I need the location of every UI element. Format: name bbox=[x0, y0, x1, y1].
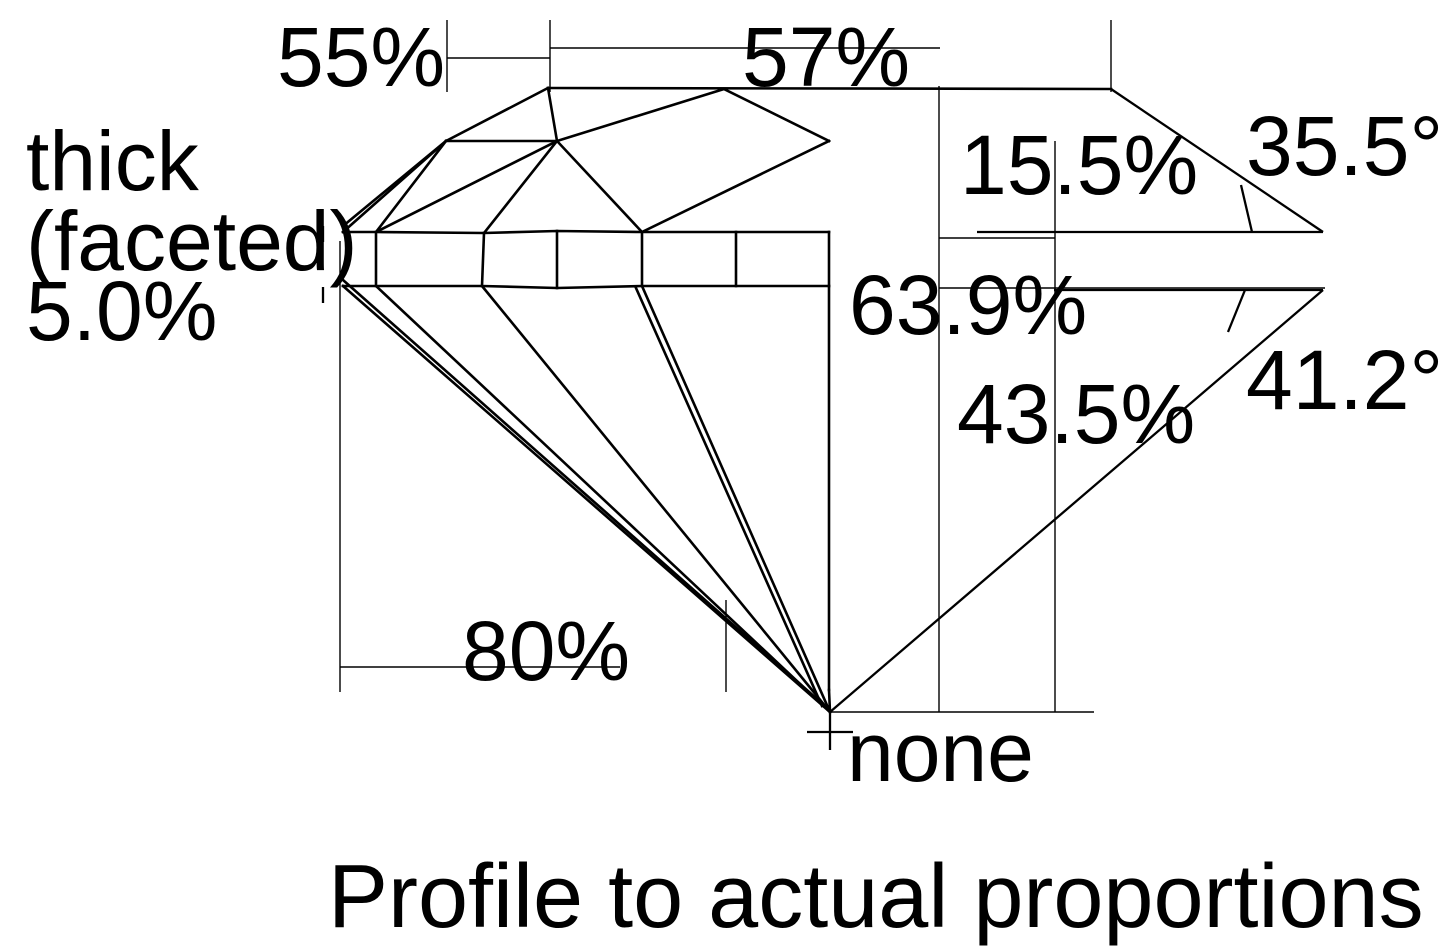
svg-text:43.5%: 43.5% bbox=[957, 367, 1195, 461]
svg-text:41.2°: 41.2° bbox=[1246, 333, 1443, 427]
svg-text:35.5°: 35.5° bbox=[1246, 99, 1443, 193]
svg-text:63.9%: 63.9% bbox=[849, 258, 1087, 352]
svg-text:57%: 57% bbox=[742, 10, 910, 104]
svg-text:80%: 80% bbox=[462, 604, 630, 698]
svg-text:55%: 55% bbox=[277, 10, 445, 104]
svg-text:Profile to actual proportions: Profile to actual proportions bbox=[328, 847, 1424, 946]
svg-text:5.0%: 5.0% bbox=[26, 264, 217, 358]
svg-text:none: none bbox=[847, 705, 1034, 799]
svg-text:15.5%: 15.5% bbox=[960, 118, 1198, 212]
